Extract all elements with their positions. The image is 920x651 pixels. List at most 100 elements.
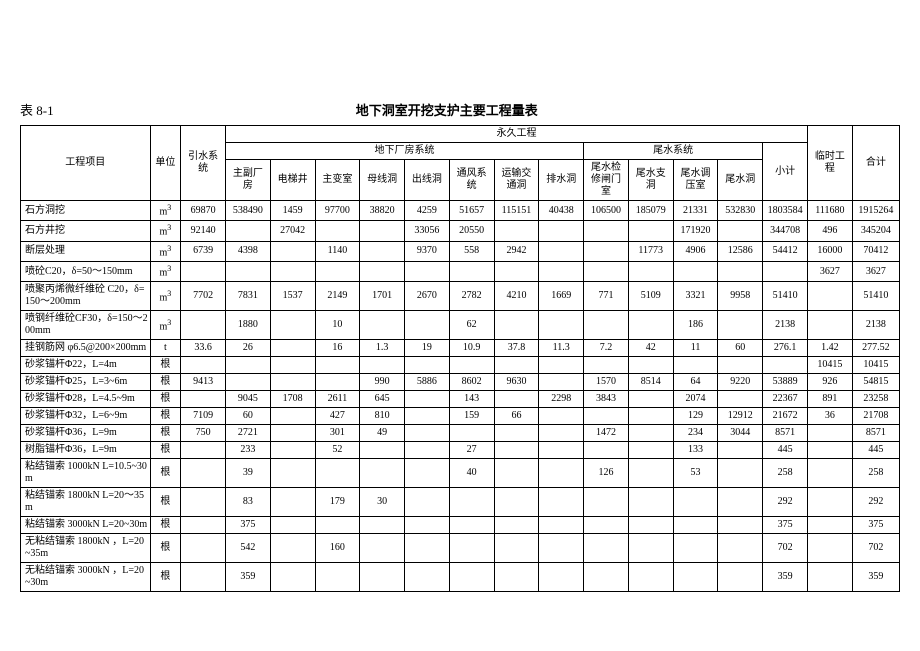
col-dianti: 电梯井 bbox=[270, 160, 315, 201]
cell: 891 bbox=[808, 391, 853, 408]
cell: 27 bbox=[449, 442, 494, 459]
cell: 10415 bbox=[808, 357, 853, 374]
cell bbox=[315, 374, 360, 391]
cell bbox=[628, 459, 673, 488]
col-yunshu: 运输交通洞 bbox=[494, 160, 539, 201]
row-unit: m3 bbox=[150, 241, 181, 261]
col-muxian: 母线洞 bbox=[360, 160, 405, 201]
table-row: 无粘结锚索 1800kN ，L=20~35m根542160702702 bbox=[21, 534, 900, 563]
cell bbox=[718, 311, 763, 340]
cell bbox=[270, 488, 315, 517]
cell: 9220 bbox=[718, 374, 763, 391]
cell: 2138 bbox=[763, 311, 808, 340]
cell bbox=[808, 311, 853, 340]
table-row: 砂浆锚杆Φ36，L=9m根750272130149147223430448571… bbox=[21, 425, 900, 442]
cell bbox=[494, 488, 539, 517]
cell bbox=[270, 442, 315, 459]
cell bbox=[584, 357, 629, 374]
cell bbox=[584, 221, 629, 241]
table-row: 石方洞挖m36987053849014599770038820425951657… bbox=[21, 201, 900, 221]
cell: 69870 bbox=[181, 201, 226, 221]
cell bbox=[673, 261, 718, 281]
row-unit: 根 bbox=[150, 459, 181, 488]
cell: 258 bbox=[852, 459, 899, 488]
cell: 40438 bbox=[539, 201, 584, 221]
cell: 3627 bbox=[808, 261, 853, 281]
cell: 496 bbox=[808, 221, 853, 241]
cell bbox=[584, 261, 629, 281]
cell: 20550 bbox=[449, 221, 494, 241]
cell bbox=[315, 357, 360, 374]
cell bbox=[584, 534, 629, 563]
cell bbox=[718, 459, 763, 488]
cell: 11.3 bbox=[539, 340, 584, 357]
cell: 11773 bbox=[628, 241, 673, 261]
cell bbox=[449, 357, 494, 374]
cell: 33056 bbox=[405, 221, 450, 241]
cell: 9630 bbox=[494, 374, 539, 391]
cell: 6739 bbox=[181, 241, 226, 261]
cell: 2298 bbox=[539, 391, 584, 408]
cell bbox=[449, 563, 494, 592]
cell bbox=[718, 391, 763, 408]
cell: 276.1 bbox=[763, 340, 808, 357]
cell bbox=[584, 311, 629, 340]
cell: 54412 bbox=[763, 241, 808, 261]
cell: 21672 bbox=[763, 408, 808, 425]
cell bbox=[494, 261, 539, 281]
cell: 750 bbox=[181, 425, 226, 442]
cell bbox=[539, 408, 584, 425]
row-name: 断层处理 bbox=[21, 241, 151, 261]
cell: 60 bbox=[225, 408, 270, 425]
cell bbox=[539, 311, 584, 340]
cell bbox=[808, 488, 853, 517]
cell bbox=[449, 261, 494, 281]
cell bbox=[539, 488, 584, 517]
cell: 375 bbox=[763, 517, 808, 534]
cell bbox=[494, 534, 539, 563]
cell bbox=[494, 311, 539, 340]
cell: 64 bbox=[673, 374, 718, 391]
cell bbox=[270, 425, 315, 442]
col-heji: 合计 bbox=[852, 126, 899, 201]
table-label: 表 8-1 bbox=[20, 100, 54, 119]
col-paishui: 排水洞 bbox=[539, 160, 584, 201]
table-row: 砂浆锚杆Φ22，L=4m根1041510415 bbox=[21, 357, 900, 374]
cell bbox=[584, 517, 629, 534]
cell: 233 bbox=[225, 442, 270, 459]
cell bbox=[181, 442, 226, 459]
cell bbox=[808, 459, 853, 488]
col-tongfeng: 通风系统 bbox=[449, 160, 494, 201]
cell: 1803584 bbox=[763, 201, 808, 221]
cell bbox=[808, 534, 853, 563]
cell bbox=[360, 442, 405, 459]
cell: 8602 bbox=[449, 374, 494, 391]
cell: 1915264 bbox=[852, 201, 899, 221]
cell bbox=[181, 357, 226, 374]
row-unit: 根 bbox=[150, 391, 181, 408]
row-unit: 根 bbox=[150, 563, 181, 592]
cell bbox=[718, 563, 763, 592]
col-dixia: 地下厂房系统 bbox=[225, 143, 583, 160]
cell: 292 bbox=[763, 488, 808, 517]
cell: 60 bbox=[718, 340, 763, 357]
cell: 810 bbox=[360, 408, 405, 425]
cell bbox=[718, 261, 763, 281]
cell bbox=[539, 534, 584, 563]
cell: 27042 bbox=[270, 221, 315, 241]
cell: 4398 bbox=[225, 241, 270, 261]
cell: 345204 bbox=[852, 221, 899, 241]
row-name: 砂浆锚杆Φ28，L=4.5~9m bbox=[21, 391, 151, 408]
cell: 1472 bbox=[584, 425, 629, 442]
cell bbox=[225, 261, 270, 281]
cell bbox=[270, 459, 315, 488]
row-name: 挂钢筋网 φ6.5@200×200mm bbox=[21, 340, 151, 357]
cell: 702 bbox=[852, 534, 899, 563]
cell bbox=[405, 459, 450, 488]
cell: 375 bbox=[225, 517, 270, 534]
col-unit: 单位 bbox=[150, 126, 181, 201]
row-name: 砂浆锚杆Φ32，L=6~9m bbox=[21, 408, 151, 425]
cell bbox=[539, 442, 584, 459]
cell: 115151 bbox=[494, 201, 539, 221]
cell bbox=[181, 391, 226, 408]
